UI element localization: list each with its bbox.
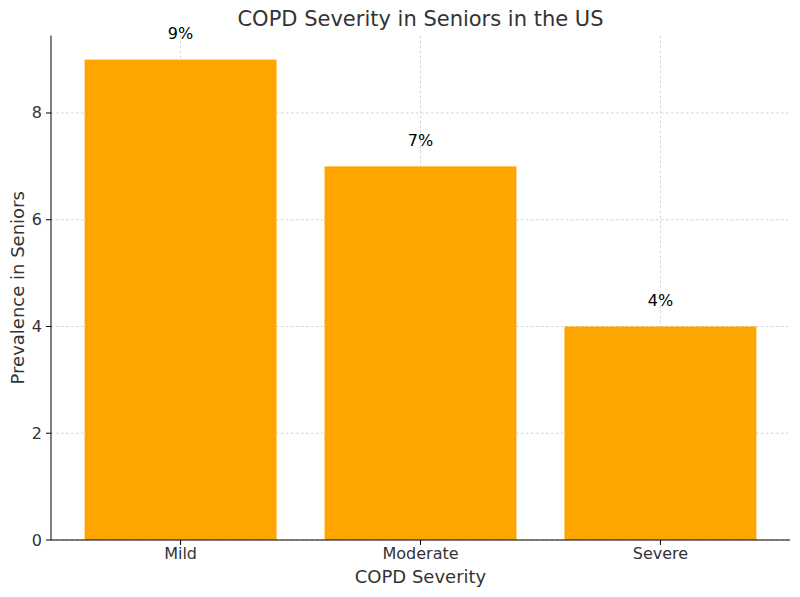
y-axis-line: [51, 36, 52, 540]
bar: [85, 60, 277, 540]
data-label: 9%: [168, 24, 193, 43]
chart-container: 9% 7% 4% 0 2 4 6 8 Mild Moderate Severe COPD Severi…: [0, 0, 800, 597]
y-tick-label: 0: [32, 531, 42, 550]
y-tick: [46, 219, 51, 220]
bars: [85, 60, 757, 540]
y-tick: [46, 540, 51, 541]
y-tick: [46, 433, 51, 434]
y-tick-label: 2: [32, 424, 42, 443]
data-label: 4%: [648, 291, 673, 310]
title: COPD Severity in Seniors in the US: [237, 7, 603, 31]
chart-svg: 9% 7% 4% 0 2 4 6 8 Mild Moderate Severe COPD Severi…: [0, 0, 800, 597]
y-tick: [46, 326, 51, 327]
bar: [325, 166, 517, 540]
x-tick-label: Moderate: [382, 544, 458, 563]
x-tick-label: Mild: [164, 544, 197, 563]
y-tick: [46, 112, 51, 113]
background: [0, 0, 800, 597]
bar: [564, 326, 756, 540]
y-tick-label: 6: [32, 210, 42, 229]
x-axis-label: COPD Severity: [355, 566, 487, 587]
x-tick-label: Severe: [633, 544, 688, 563]
data-label: 7%: [408, 131, 433, 150]
y-tick-label: 8: [32, 103, 42, 122]
grid: [51, 36, 790, 540]
y-axis-label: Prevalence in Seniors: [7, 191, 28, 384]
y-tick-label: 4: [32, 317, 42, 336]
